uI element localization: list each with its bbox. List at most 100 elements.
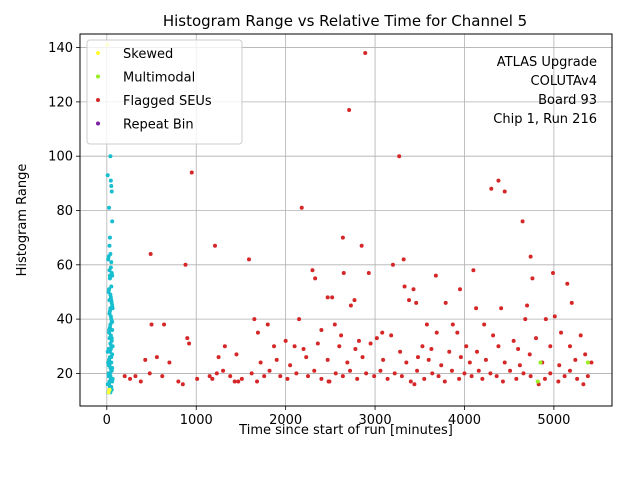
data-point (109, 368, 114, 373)
data-point (110, 327, 115, 332)
data-point (548, 344, 553, 349)
data-point (378, 368, 383, 373)
data-point (589, 360, 594, 365)
data-point (502, 360, 507, 365)
annotation-line: Board 93 (538, 93, 597, 108)
data-point (407, 298, 412, 303)
data-point (514, 376, 519, 381)
data-point (333, 371, 338, 376)
data-point (110, 376, 115, 381)
data-points (105, 42, 594, 395)
data-point (306, 374, 310, 379)
data-point (483, 357, 488, 362)
data-point (457, 376, 462, 381)
data-point (562, 374, 567, 379)
data-point (108, 178, 113, 183)
data-point (107, 379, 112, 384)
data-point (581, 382, 586, 387)
data-point (399, 374, 404, 379)
data-point (559, 330, 564, 335)
y-axis-label: Histogram Range (15, 164, 30, 277)
data-point (480, 376, 485, 381)
data-point (348, 303, 353, 308)
data-point (458, 287, 462, 292)
data-point (381, 357, 386, 362)
data-point (535, 379, 540, 384)
data-point (436, 374, 441, 379)
data-point (107, 273, 112, 278)
x-axis-label: Time since start of run [minutes] (238, 423, 453, 438)
data-point (319, 327, 324, 332)
data-point (109, 260, 114, 265)
data-point (278, 374, 283, 379)
data-point (429, 346, 434, 351)
data-point (234, 352, 239, 357)
data-point (447, 349, 452, 354)
data-point (552, 314, 557, 319)
data-point (430, 371, 435, 376)
x-tick-label: 1000 (180, 413, 213, 428)
data-point (109, 284, 114, 289)
data-point (548, 371, 553, 376)
data-point (556, 379, 561, 384)
data-point (360, 355, 365, 360)
legend-entry: Flagged SEUs (123, 94, 212, 109)
data-point (122, 374, 127, 379)
data-point (488, 371, 493, 376)
y-tick-label: 100 (48, 150, 73, 165)
x-tick-label: 5000 (537, 413, 570, 428)
data-point (297, 317, 302, 322)
data-point (258, 360, 263, 365)
data-point (262, 374, 267, 379)
data-point (474, 306, 479, 311)
data-point (404, 360, 409, 365)
data-point (315, 341, 320, 346)
y-tick-label: 40 (56, 313, 73, 328)
data-point (107, 327, 112, 332)
data-point (422, 376, 427, 381)
data-point (508, 368, 513, 373)
grid-lines (80, 34, 612, 406)
data-point (355, 376, 360, 381)
data-point (364, 371, 369, 376)
data-point (285, 376, 290, 381)
data-point (511, 338, 516, 343)
data-point (232, 379, 237, 384)
data-point (550, 270, 555, 275)
data-point (414, 300, 419, 305)
data-point (221, 368, 226, 373)
data-point (110, 219, 115, 224)
data-point (222, 344, 227, 349)
y-tick-label: 80 (56, 204, 73, 219)
data-point (214, 371, 219, 376)
data-point (569, 300, 574, 305)
legend-marker (96, 121, 100, 126)
data-point (228, 374, 233, 379)
data-point (583, 352, 588, 357)
data-point (107, 355, 112, 360)
data-point (356, 338, 361, 343)
data-point (442, 379, 447, 384)
data-point (471, 268, 476, 273)
data-point (530, 276, 535, 281)
data-point (412, 382, 417, 387)
data-point (433, 273, 438, 278)
data-point (366, 270, 371, 275)
data-point (402, 284, 407, 289)
data-point (449, 368, 454, 373)
data-point (411, 287, 416, 292)
data-point (107, 205, 112, 210)
data-point (567, 344, 572, 349)
data-point (160, 374, 165, 379)
data-point (578, 333, 583, 338)
data-point (301, 346, 306, 351)
data-point (450, 322, 455, 327)
data-point (107, 387, 112, 392)
data-point (312, 368, 317, 373)
data-point (147, 371, 152, 376)
data-point (255, 330, 260, 335)
data-point (340, 235, 345, 240)
data-point (340, 374, 345, 379)
data-point (496, 344, 501, 349)
data-point (162, 322, 167, 327)
